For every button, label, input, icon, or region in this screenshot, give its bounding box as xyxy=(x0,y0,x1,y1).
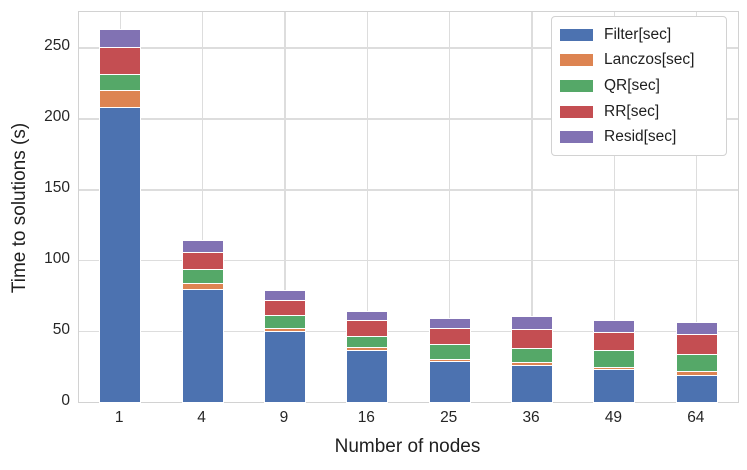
bar-segment-resid-sec- xyxy=(263,290,306,301)
y-tick-label: 0 xyxy=(61,392,70,409)
gridline-vertical xyxy=(449,12,451,402)
legend-item: Resid[sec] xyxy=(560,128,718,146)
bar-segment-filter-sec- xyxy=(675,374,718,403)
bar-segment-qr-sec- xyxy=(346,335,389,348)
bar-segment-resid-sec- xyxy=(511,315,554,330)
legend: Filter[sec] Lanczos[sec] QR[sec] RR[sec] Res… xyxy=(551,16,727,156)
bar-segment-filter-sec- xyxy=(181,288,224,403)
legend-label: RR[sec] xyxy=(604,102,660,120)
legend-swatch-qr-sec- xyxy=(560,79,593,92)
x-tick-label: 64 xyxy=(687,409,705,426)
gridline-horizontal xyxy=(79,260,738,262)
gridline-vertical xyxy=(366,12,368,402)
bar-segment-rr-sec- xyxy=(593,330,636,352)
bar-segment-filter-sec- xyxy=(511,364,554,403)
gridline-vertical xyxy=(613,12,616,402)
bar-segment-lanczos-sec- xyxy=(675,369,718,377)
legend-item: RR[sec] xyxy=(560,103,718,121)
bar-segment-qr-sec- xyxy=(428,342,471,360)
bar-segment-resid-sec- xyxy=(181,240,224,253)
legend-swatch-resid-sec- xyxy=(560,131,593,144)
bar-segment-resid-sec- xyxy=(675,321,718,335)
legend-label: Resid[sec] xyxy=(604,128,677,146)
legend-label: Lanczos[sec] xyxy=(604,51,695,69)
gridline-vertical xyxy=(696,12,698,402)
bar-segment-rr-sec- xyxy=(428,327,471,345)
gridline-vertical xyxy=(531,12,533,402)
legend-item: QR[sec] xyxy=(560,77,718,95)
x-tick-label: 1 xyxy=(114,409,124,426)
gridline-horizontal xyxy=(79,118,738,120)
bar-segment-lanczos-sec- xyxy=(511,360,554,366)
bar-segment-rr-sec- xyxy=(99,46,142,76)
bar-segment-qr-sec- xyxy=(263,313,306,329)
bar-segment-qr-sec- xyxy=(593,349,636,369)
y-tick-label: 100 xyxy=(44,250,70,268)
legend-label: Filter[sec] xyxy=(604,25,672,43)
bar-segment-filter-sec- xyxy=(99,106,142,403)
bar-segment-resid-sec- xyxy=(593,320,636,333)
x-tick-label: 25 xyxy=(440,409,458,426)
legend-swatch-rr-sec- xyxy=(560,105,593,118)
bar-segment-rr-sec- xyxy=(263,298,306,316)
bar-segment-lanczos-sec- xyxy=(593,366,636,371)
y-tick-label: 200 xyxy=(44,108,70,126)
gridline-horizontal xyxy=(79,331,738,333)
bar-segment-lanczos-sec- xyxy=(346,345,389,351)
gridline-vertical xyxy=(284,12,286,402)
bar-segment-qr-sec- xyxy=(675,352,718,372)
x-tick-label: 49 xyxy=(604,409,623,426)
legend-swatch-lanczos-sec- xyxy=(560,54,593,67)
bar-segment-filter-sec- xyxy=(263,330,306,403)
y-tick-label: 250 xyxy=(44,37,70,55)
y-tick-label: 150 xyxy=(44,179,70,197)
bar-segment-qr-sec- xyxy=(511,347,554,363)
bar-segment-lanczos-sec- xyxy=(181,281,224,291)
bar-segment-rr-sec- xyxy=(511,327,554,350)
bar-segment-qr-sec- xyxy=(99,73,142,91)
bar-segment-lanczos-sec- xyxy=(263,326,306,332)
gridline-horizontal xyxy=(79,47,738,49)
bar-segment-rr-sec- xyxy=(346,319,389,338)
legend-label: QR[sec] xyxy=(604,76,660,94)
bar-segment-lanczos-sec- xyxy=(428,357,471,362)
x-axis-title: Number of nodes xyxy=(334,436,481,457)
x-tick-label: 9 xyxy=(279,409,289,426)
bar-segment-resid-sec- xyxy=(428,318,471,330)
bar-segment-rr-sec- xyxy=(181,250,224,271)
x-tick-label: 4 xyxy=(197,409,206,426)
bar-segment-filter-sec- xyxy=(593,368,636,403)
x-tick-label: 36 xyxy=(522,409,540,426)
bar-segment-rr-sec- xyxy=(675,332,718,355)
legend-swatch-filter-sec- xyxy=(560,28,593,41)
y-tick-label: 50 xyxy=(52,321,70,339)
bar-segment-filter-sec- xyxy=(346,348,389,403)
legend-item: Lanczos[sec] xyxy=(560,51,718,69)
bar-segment-resid-sec- xyxy=(99,29,142,49)
gridline-vertical xyxy=(201,12,204,402)
gridline-horizontal xyxy=(79,189,738,191)
bar-segment-qr-sec- xyxy=(181,268,224,284)
x-tick-label: 16 xyxy=(357,409,375,426)
bar-segment-resid-sec- xyxy=(346,310,389,322)
bar-segment-filter-sec- xyxy=(428,359,471,403)
legend-item: Filter[sec] xyxy=(560,26,718,44)
bar-segment-lanczos-sec- xyxy=(99,88,142,109)
